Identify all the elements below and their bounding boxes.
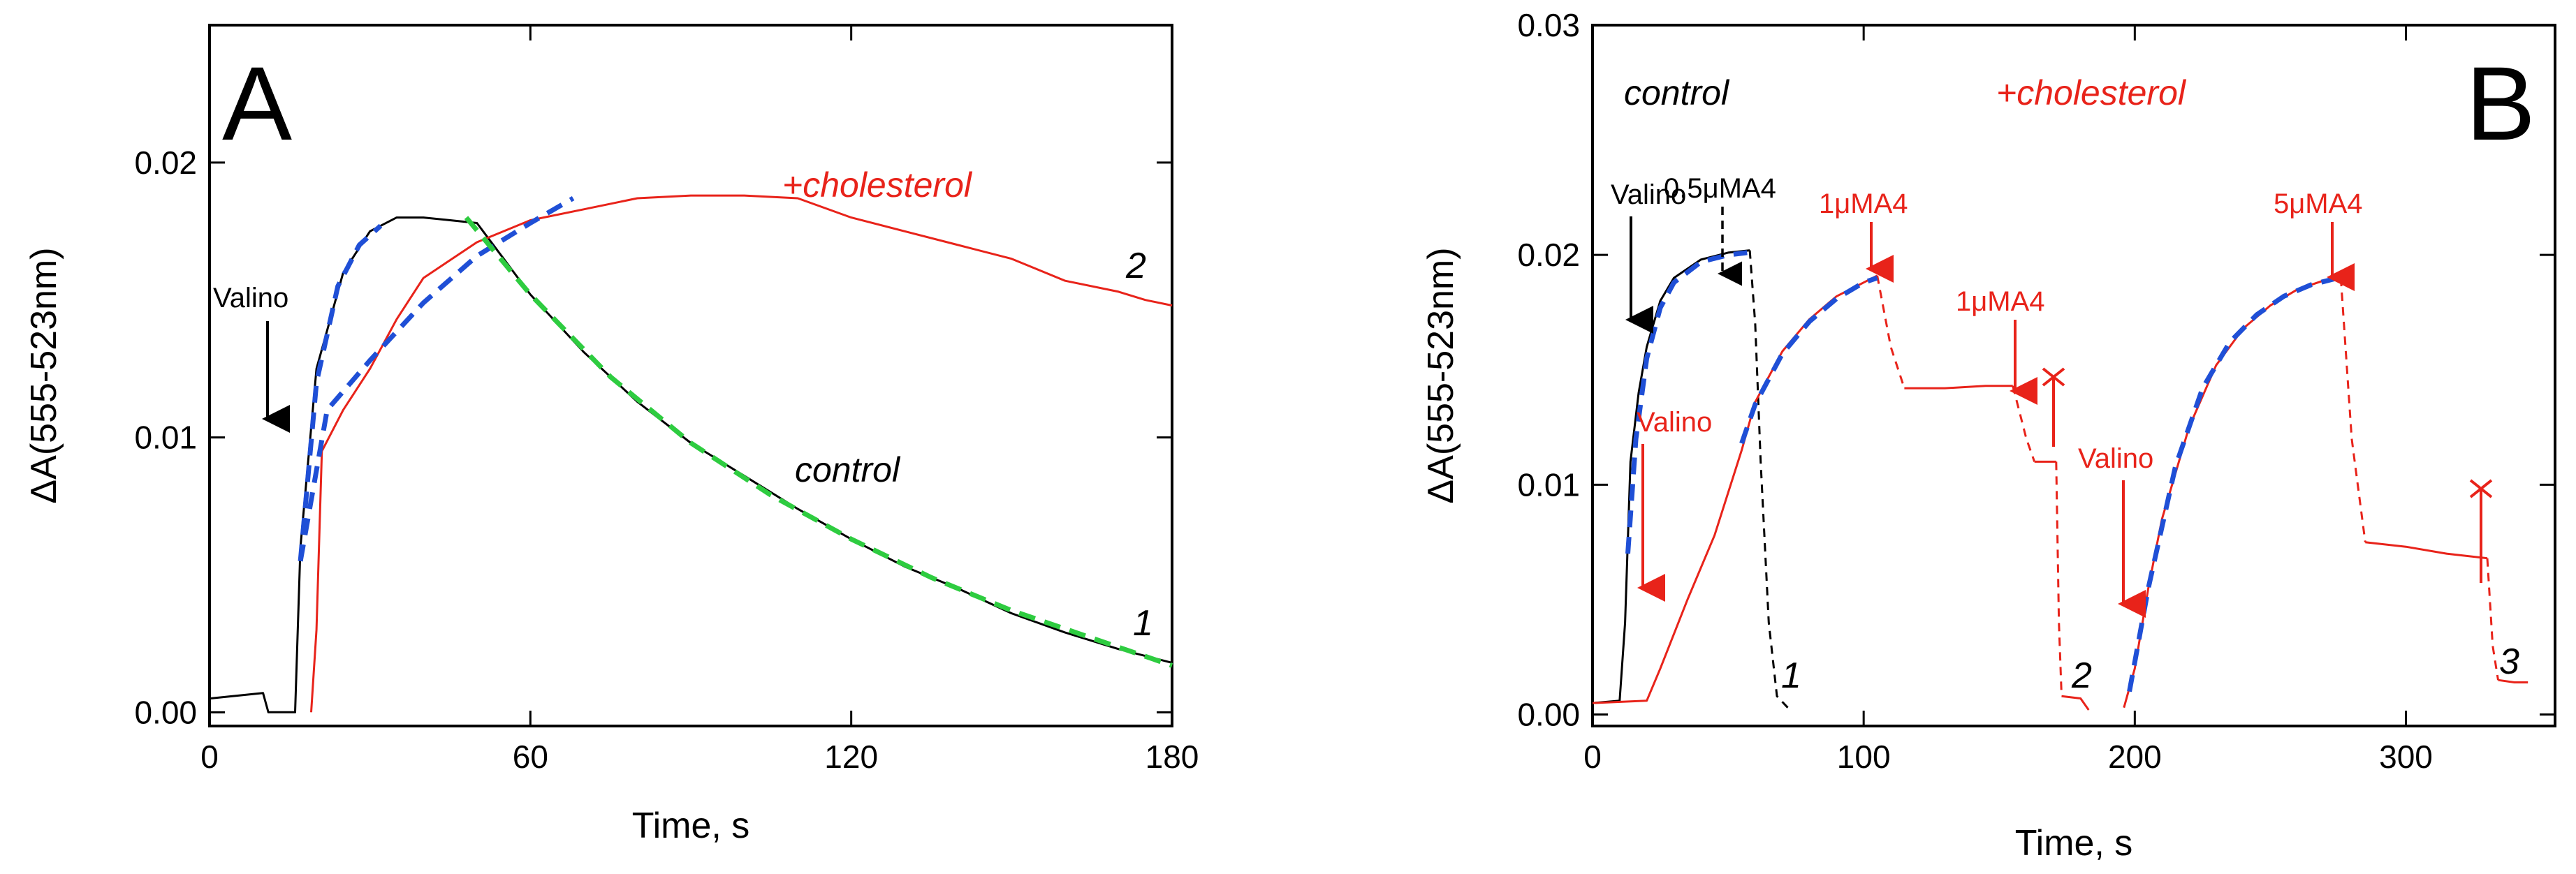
panel-b-ytick-label: 0.00	[1517, 697, 1580, 733]
panel-a-series-fit-decay-control	[464, 216, 1173, 668]
panel-a-xtick-label: 180	[1146, 739, 1199, 775]
panel-a-frame	[208, 24, 1173, 727]
panel-a-valino-label: Valino	[213, 283, 288, 313]
panel-b-series-cholesterol-plateau-1	[1904, 385, 2013, 390]
panel-b-valino-red2-label: Valino	[2078, 443, 2153, 474]
panel-a-ytick-label: 0.01	[134, 420, 197, 456]
panel-b-series-cholesterol-drop-1	[1876, 275, 1905, 389]
panel-a-xtick-label: 0	[200, 739, 219, 775]
panel-b-curve3-label: 3	[2499, 642, 2519, 682]
panel-b-series-cholesterol-plateau-3	[2061, 695, 2090, 711]
panel-b-series-cholesterol-drop-2	[2012, 385, 2036, 462]
panel-b-ylabel: ΔA(555-523nm)	[1421, 247, 1461, 503]
panel-b-series-control-drop	[1748, 250, 1789, 709]
panel-a-ticks: 0 60 120 180 0.00 0.01 0.02	[134, 25, 1199, 775]
panel-b-valino-black-label: Valino	[1611, 179, 1686, 210]
panel-b-ma4-1b-label: 1μMA4	[1956, 286, 2045, 317]
panel-b-cross-marker-1	[2042, 367, 2065, 447]
panel-a-xtick-label: 60	[513, 739, 548, 775]
panel-a-xtick-label: 120	[824, 739, 878, 775]
panel-b-xtick-label: 200	[2108, 739, 2162, 775]
panel-b-series-cholesterol-2	[2123, 276, 2341, 709]
panel-a-curve2-label: 2	[1125, 246, 1146, 286]
panel-a-letter: A	[222, 45, 292, 162]
panel-b-ytick-label: 0.03	[1517, 7, 1580, 43]
panel-b-control-label: control	[1624, 73, 1730, 112]
panel-b-series-cholesterol-drop-3	[2055, 461, 2063, 697]
panel-b-xlabel: Time, s	[2015, 823, 2133, 864]
panel-a-ylabel: ΔA(555-523nm)	[24, 247, 64, 503]
panel-b-series-cholesterol-drop-4	[2339, 277, 2366, 542]
panel-a-series-+cholesterol	[310, 194, 1173, 713]
panel-b-cholesterol-label: +cholesterol	[1996, 73, 2187, 112]
panel-b-curve2-label: 2	[2071, 656, 2092, 696]
panel-a-series-control	[209, 216, 1173, 713]
panel-b-valino-red1-label: Valino	[1637, 407, 1712, 438]
panel-b-ticks: 0 100 200 300 0.00 0.01 0.02 0.03	[1517, 7, 2555, 775]
panel-b-ma4-5-label: 5μMA4	[2274, 188, 2363, 219]
panel-b-series-cholesterol-plateau-4	[2365, 541, 2488, 560]
panel-b-series-cholesterol-plateau-5	[2498, 679, 2529, 683]
panel-b-series-fit-control	[1625, 250, 1748, 554]
panel-b-series-control	[1592, 249, 1750, 704]
panel-a-series-fit-rise-control	[298, 223, 383, 562]
panel-a-ytick-label: 0.02	[134, 145, 197, 181]
panel-a-control-label: control	[795, 450, 901, 489]
panel-a-series	[209, 194, 1173, 713]
panel-b-xtick-label: 300	[2379, 739, 2433, 775]
panel-b-ma4-05-label: 0.5μMA4	[1664, 173, 1776, 204]
panel-b-letter: B	[2466, 45, 2535, 162]
panel-b-xtick-label: 100	[1837, 739, 1891, 775]
panel-b-frame	[1591, 24, 2556, 727]
panel-a-cholesterol-label: +cholesterol	[782, 165, 973, 205]
panel-a-series-fit-rise-cholesterol	[298, 195, 575, 562]
panel-b-series-cholesterol-1	[1592, 274, 1878, 704]
panel-b-cross-marker-2	[2469, 479, 2493, 583]
panel-b: 0 100 200 300 0.00 0.01 0.02 0.03 B Time, s ΔA(…	[1421, 7, 2556, 864]
panel-a: 0 60 120 180 0.00 0.01 0.02 A Time, s ΔA(555-5…	[24, 24, 1199, 846]
panel-a-xlabel: Time, s	[632, 806, 750, 846]
panel-b-curve1-label: 1	[1781, 656, 1801, 696]
panel-b-ytick-label: 0.02	[1517, 237, 1580, 273]
panel-a-ytick-label: 0.00	[134, 694, 197, 730]
panel-b-ytick-label: 0.01	[1517, 466, 1580, 503]
panel-b-xtick-label: 0	[1583, 739, 1602, 775]
panel-a-curve1-label: 1	[1133, 603, 1153, 644]
panel-b-ma4-1a-label: 1μMA4	[1819, 188, 1908, 219]
panel-b-series-cholesterol-drop-5	[2486, 558, 2499, 681]
panel-b-series-fit-cholesterol-1	[1739, 275, 1878, 445]
panel-b-series-fit-cholesterol-2	[2127, 275, 2339, 692]
panel-b-series	[1592, 249, 2529, 711]
